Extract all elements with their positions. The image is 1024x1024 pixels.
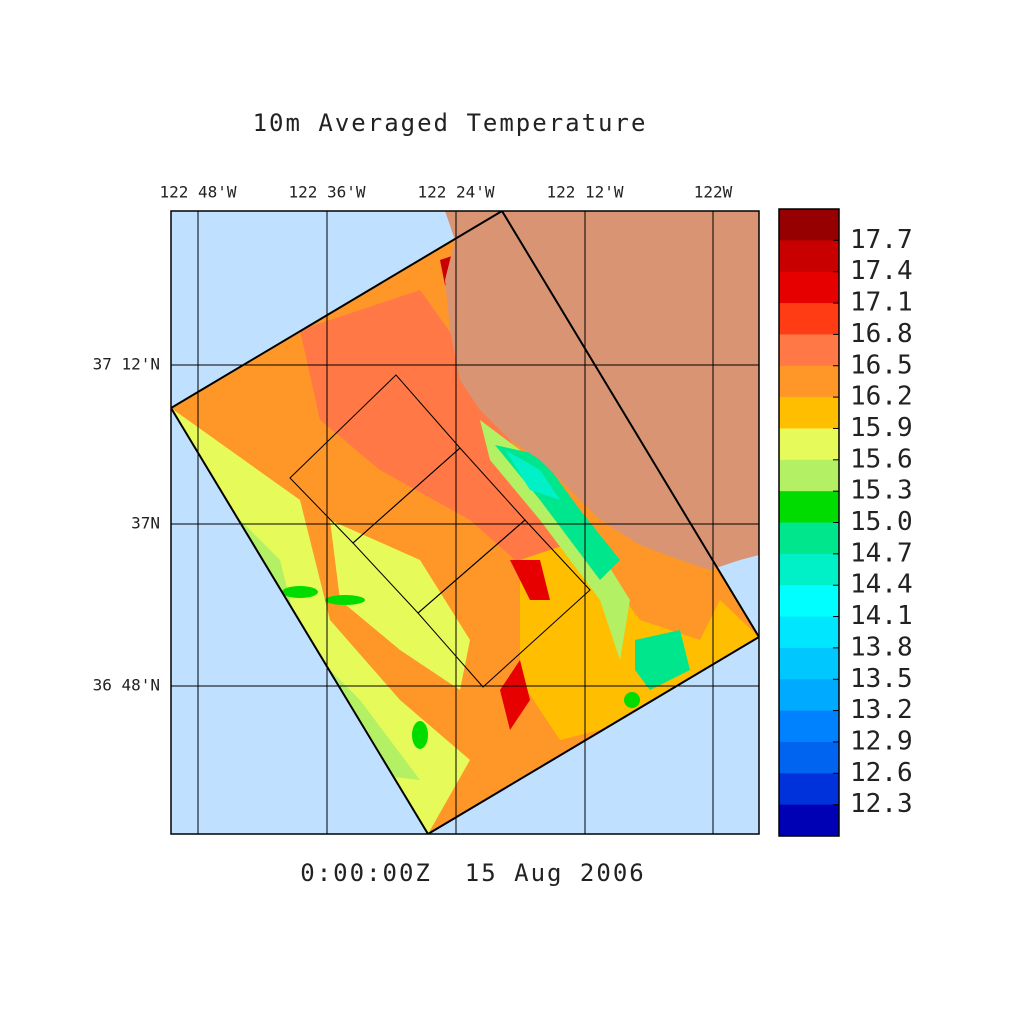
colorbar-label: 15.9 (850, 413, 913, 443)
colorbar-label: 16.5 (850, 350, 913, 380)
color-block (779, 647, 839, 680)
colorbar-label: 15.6 (850, 444, 913, 474)
color-block (779, 773, 839, 806)
lat-label: 37N (131, 514, 160, 533)
colorbar-label: 14.4 (850, 570, 913, 600)
lon-label: 122 48'W (159, 183, 236, 202)
lat-label: 36 48'N (93, 676, 160, 695)
color-block (779, 240, 839, 273)
colorbar-label: 15.0 (850, 507, 913, 537)
timestamp: 0:00:00Z 15 Aug 2006 (300, 859, 645, 887)
nested-boxes (289, 374, 591, 688)
map-frame (170, 210, 760, 835)
colorbar-label: 15.3 (850, 476, 913, 506)
map-area (171, 211, 759, 834)
colorbar-label: 12.9 (850, 726, 913, 756)
title: 10m Averaged Temperature (253, 109, 648, 137)
color-block (779, 741, 839, 774)
colorbar-label: 13.8 (850, 632, 913, 662)
color-block (779, 428, 839, 461)
lat-label: 37 12'N (93, 355, 160, 374)
color-block (779, 679, 839, 712)
colorbar-label: 16.8 (850, 319, 913, 349)
color-block (779, 209, 839, 241)
colorbar-label: 13.5 (850, 664, 913, 694)
lon-label: 122 36'W (288, 183, 365, 202)
color-block (779, 491, 839, 523)
color-block (779, 553, 839, 586)
colorbar-label: 12.6 (850, 758, 913, 788)
domain-outline (171, 211, 759, 834)
color-block (779, 334, 839, 367)
lon-label: 122 24'W (417, 183, 494, 202)
color-block (779, 365, 839, 398)
colorbar: 17.717.417.116.816.516.215.915.615.315.0… (778, 208, 913, 837)
color-block (779, 271, 839, 304)
color-block (779, 616, 839, 649)
color-block (779, 585, 839, 618)
colorbar-label: 13.2 (850, 695, 913, 725)
color-block (779, 710, 839, 743)
colorbar-label: 17.1 (850, 288, 913, 318)
colorbar-label: 12.3 (850, 789, 913, 819)
land (445, 211, 759, 570)
color-block (779, 804, 839, 837)
color-block (779, 459, 839, 492)
colorbar-label: 16.2 (850, 382, 913, 412)
colorbar-label: 17.7 (850, 225, 913, 255)
color-block (779, 522, 839, 555)
color-block (779, 303, 839, 335)
colorbar-label: 14.7 (850, 538, 913, 568)
colorbar-label: 14.1 (850, 601, 913, 631)
lon-label: 122 12'W (546, 183, 623, 202)
colorbar-label: 17.4 (850, 256, 913, 286)
color-block (779, 397, 839, 429)
lon-label: 122W (694, 183, 733, 202)
